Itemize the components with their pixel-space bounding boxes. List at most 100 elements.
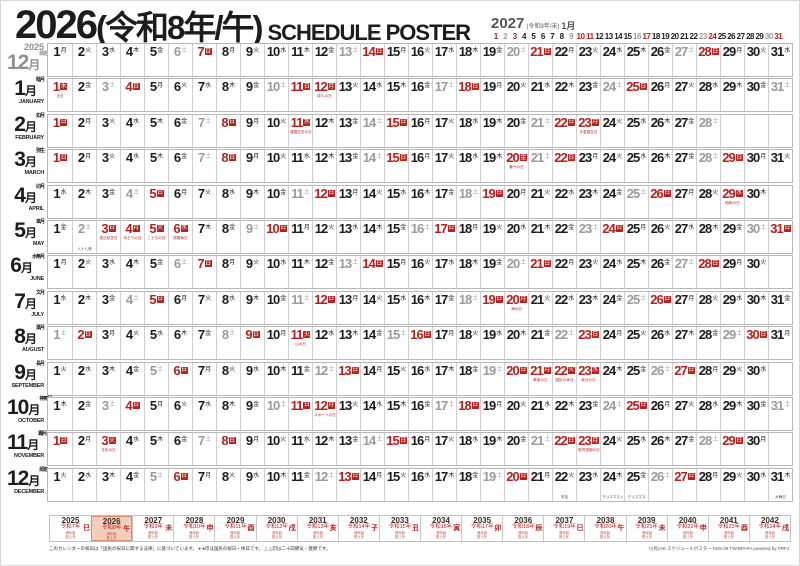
day-cell: 10 金 [264, 291, 288, 324]
day-cell: 13 木 [336, 327, 360, 360]
day-number: 21 [530, 44, 544, 59]
weekday-kanji: 水 [352, 224, 359, 231]
strip-age-note: 数え年 [435, 534, 447, 539]
day-top: 26 日 [649, 293, 672, 306]
weekday-kanji: 土 [472, 295, 479, 302]
day-top: 20 木 [505, 328, 528, 341]
day-cell: 10 金 [264, 185, 288, 218]
day-number: 31 [770, 79, 785, 95]
day-cell: 23 月 [576, 150, 600, 183]
day-top: 13 月 [337, 187, 360, 200]
weekday-kanji: 水 [60, 189, 67, 196]
month-row: 11月霜月 NOVEMBER 1 日 2 月 3 火文化の日 4 水 5 木 6 金 7 土 8 日 9 月 10 火 11… [7, 431, 793, 467]
weekday-column: 金 [448, 296, 454, 302]
day-top: 22 木 [553, 80, 576, 93]
day-top: 14 日 [361, 45, 384, 58]
month-label: 6月水無月 JUNE [7, 255, 47, 289]
day-number: 20 [506, 291, 520, 307]
weekday-kanji: 金 [592, 83, 599, 90]
weekday-column: 木 [616, 367, 622, 373]
weekday-column: 月 [448, 331, 454, 337]
day-cell: 16 月 [408, 150, 432, 183]
day-number: 14 [362, 433, 377, 449]
day-cell: 22 水 [552, 185, 576, 218]
weekday-kanji: 日 [108, 224, 116, 232]
day-note: クリスマスイブ [602, 493, 624, 499]
day-top: 12 月 [313, 80, 336, 93]
day-cell: 22 月 [552, 256, 576, 289]
day-top: 20 火 [505, 399, 528, 412]
month-suffix: 月 [24, 296, 37, 311]
month-row: 10月神無月 OCTOBER 1 木 2 金 3 土 4 日 5 月 6 火 7 水 8 木 9 金 10 土 11 日 12 月… [7, 396, 793, 431]
preview-day: 7 [550, 32, 555, 41]
month-suffix: 月 [28, 473, 40, 488]
weekday-kanji: 土 [520, 260, 527, 267]
weekday-kanji: 水 [400, 295, 407, 302]
day-number: 10 [266, 362, 281, 378]
weekday-column: 月 [61, 260, 67, 266]
day-top: 24 火 [601, 116, 624, 129]
day-number: 12 [314, 327, 329, 343]
day-number: 1 [53, 220, 60, 236]
strip-age-note: 数え年 [394, 534, 406, 539]
weekday-column: 木 [157, 154, 163, 160]
weekday-kanji: 金 [85, 401, 92, 408]
day-number: 19 [482, 185, 496, 201]
day-cell [768, 362, 792, 395]
month-number: 11 [7, 431, 28, 455]
weekday-column: 月 [352, 296, 358, 302]
weekday-column: 月 [205, 367, 211, 373]
day-number: 28 [698, 44, 712, 59]
weekday-kanji: 月 [760, 437, 767, 444]
day-cell: 12 月スポーツの日 [312, 397, 336, 430]
weekday-kanji: 火 [592, 260, 599, 267]
day-cell: 31 土 [768, 397, 792, 430]
day-top: 24 金 [601, 187, 624, 200]
weekday-kanji: 水 [520, 224, 527, 231]
weekday-kanji: 火 [205, 189, 212, 196]
day-number: 21 [530, 397, 545, 413]
day-number: 18 [458, 220, 473, 236]
day-cell: 15 日 [384, 150, 408, 183]
weekday-column: 土 [520, 48, 526, 54]
weekday-kanji: 木 [181, 331, 188, 338]
day-number: 9 [245, 150, 253, 166]
day-number: 2 [77, 150, 85, 166]
weekday-kanji: 水 [424, 472, 431, 479]
weekday-kanji: 木 [133, 48, 140, 54]
day-cell: 17 火 [432, 114, 456, 147]
day-top: 20 火 [505, 80, 528, 93]
day-number: 15 [386, 79, 401, 95]
day-cell: 18 木 [456, 44, 480, 76]
weekday-kanji: 日 [447, 224, 455, 232]
weekday-column: 木 [109, 473, 115, 479]
weekday-column: 日 [60, 437, 68, 445]
weekday-column: 金 [61, 225, 67, 231]
weekday-kanji: 火 [592, 48, 599, 54]
month-label-number: 6月水無月 [7, 255, 45, 277]
holiday-name: 振替休日 [173, 235, 188, 240]
weekday-kanji: 土 [448, 83, 455, 90]
preview-day: 31 [774, 32, 783, 41]
day-cell: 19 日 [480, 291, 504, 324]
day-cell: 13 金 [336, 114, 360, 147]
day-number: 19 [482, 114, 497, 130]
weekday-column: 土 [253, 225, 259, 231]
day-cell: 31 火 [768, 150, 792, 183]
day-cell: 11 土 [288, 291, 312, 324]
day-number: 29 [722, 397, 737, 413]
day-cell: 10 火 [264, 150, 288, 183]
weekday-column: 木 [712, 225, 718, 231]
weekday-kanji: 金 [400, 224, 407, 231]
day-number: 12 [314, 79, 328, 95]
day-cell: 20 日 [504, 362, 528, 395]
weekday-column: 日 [327, 295, 335, 303]
